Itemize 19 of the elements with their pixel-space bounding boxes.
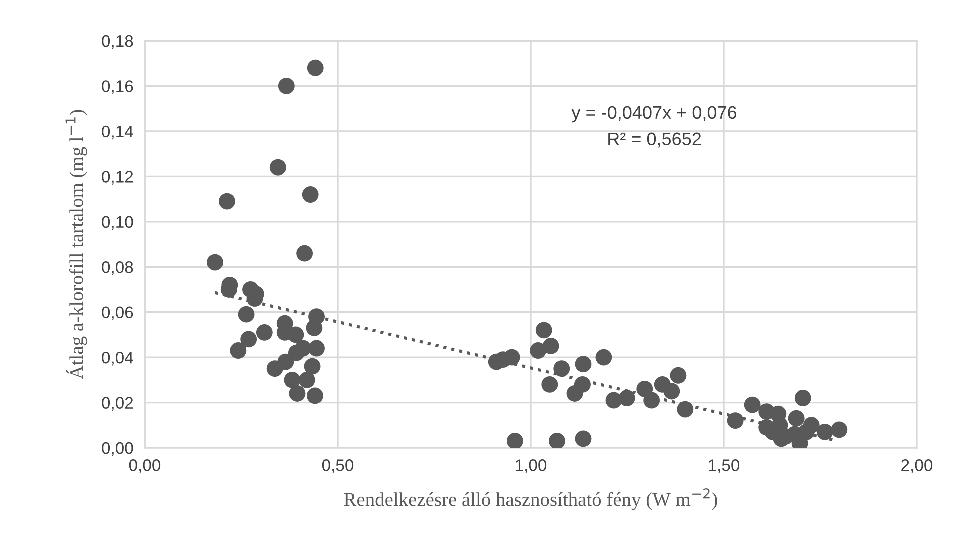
x-tick-label: 0,50 bbox=[322, 460, 354, 474]
x-axis-title: Rendelkezésre álló hasznosítható fény (W m$^{−2}$) bbox=[344, 488, 718, 510]
y-tick-label: 0,18 bbox=[102, 35, 134, 50]
y-tick-label: 0,02 bbox=[102, 397, 134, 411]
annotation: R² = 0,5652 bbox=[608, 132, 702, 148]
y-tick-label: 0,08 bbox=[102, 262, 134, 276]
y-tick-label: 0,00 bbox=[102, 442, 134, 456]
y-tick-label: 0,16 bbox=[102, 80, 134, 94]
x-tick-label: 1,50 bbox=[709, 460, 740, 474]
x-tick-label: 2,00 bbox=[902, 460, 933, 474]
annotation: y = -0,0407x + 0,076 bbox=[572, 106, 737, 123]
x-tick-label: 0,00 bbox=[129, 460, 161, 474]
y-tick-label: 0,12 bbox=[102, 171, 134, 185]
y-tick-label: 0,10 bbox=[102, 216, 134, 230]
x-tick-label: 1,00 bbox=[516, 460, 547, 474]
y-tick-label: 0,04 bbox=[102, 352, 134, 366]
y-tick-label: 0,14 bbox=[102, 126, 134, 140]
y-axis-title: Átlag a-klorofill tartalom (mg l$^{−1}$) bbox=[66, 110, 88, 380]
y-tick-label: 0,06 bbox=[102, 306, 134, 321]
